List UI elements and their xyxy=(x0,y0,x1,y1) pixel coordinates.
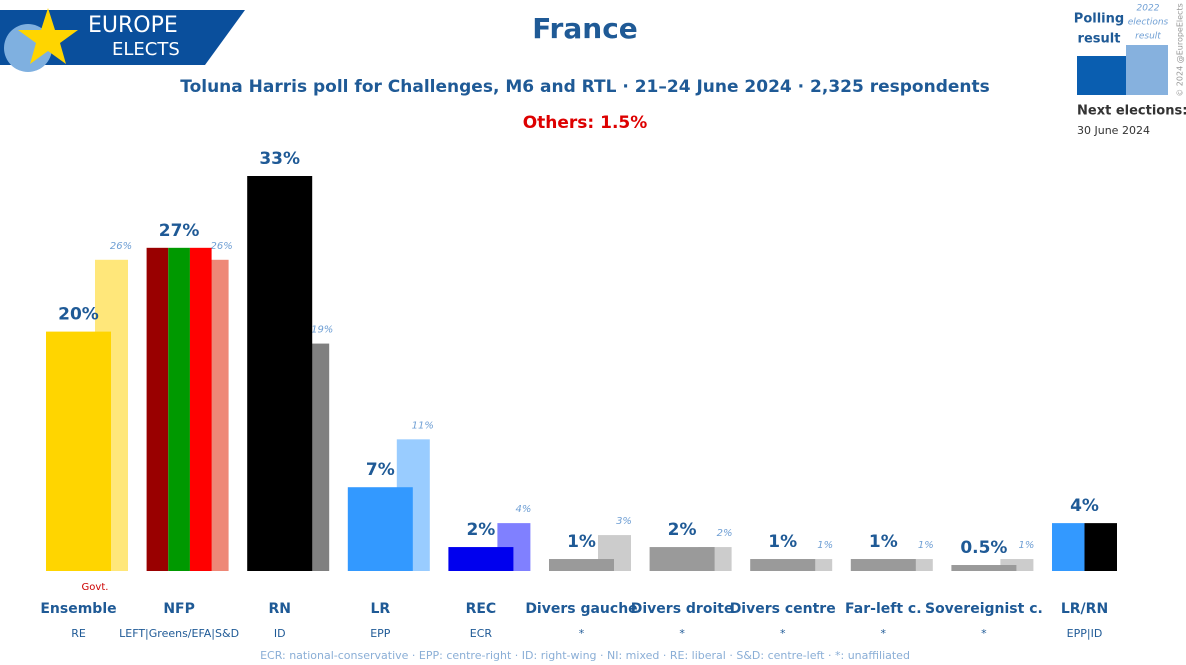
result-bar xyxy=(1000,559,1034,571)
value-label: 1% xyxy=(869,532,898,552)
bar-stripe xyxy=(951,565,1017,571)
bar-stripe xyxy=(750,559,816,571)
bar-stripe xyxy=(1084,523,1117,571)
group-label: * xyxy=(780,627,786,640)
result-label: 26% xyxy=(210,241,232,252)
polling-bar xyxy=(146,247,212,571)
bar-stripe xyxy=(1052,523,1085,571)
x-tick-label: LR xyxy=(370,601,390,617)
legend-swatch xyxy=(1077,56,1126,95)
value-label: 27% xyxy=(159,221,200,241)
bar-stripe xyxy=(247,176,313,571)
footnote: ECR: national-conservative · EPP: centre… xyxy=(260,649,910,662)
result-label: 1% xyxy=(817,540,833,551)
chart-title: France xyxy=(532,12,638,45)
value-label: 2% xyxy=(466,520,495,540)
group-label: ECR xyxy=(470,627,493,640)
polling-bar xyxy=(951,565,1017,571)
result-label: 1% xyxy=(1018,540,1034,551)
value-label: 2% xyxy=(668,520,697,540)
value-label: 1% xyxy=(768,532,797,552)
legend-swatch xyxy=(1126,45,1168,95)
legend-label: 2022 xyxy=(1137,4,1160,14)
result-label: 19% xyxy=(311,325,333,336)
x-tick-label: LR/RN xyxy=(1061,601,1108,617)
next-elections-date: 30 June 2024 xyxy=(1077,124,1150,137)
result-label: 4% xyxy=(515,504,531,515)
bar-stripe xyxy=(189,247,212,571)
x-tick-label: Sovereignist c. xyxy=(925,601,1043,617)
value-label: 33% xyxy=(259,149,300,169)
x-tick-label: Divers centre xyxy=(730,601,836,617)
result-label: 1% xyxy=(918,540,934,551)
next-elections: Next elections: xyxy=(1077,104,1186,119)
legend-label: result xyxy=(1135,32,1161,42)
bar-stripe xyxy=(46,331,111,571)
value-label: 7% xyxy=(366,460,395,480)
bar-stripe xyxy=(146,247,169,571)
bar-stripe xyxy=(168,247,190,571)
copyright: © 2024 @EuropeElects xyxy=(1176,3,1185,96)
x-tick-label: Divers droite xyxy=(631,601,734,617)
group-label: LEFT|Greens/EFA|S&D xyxy=(119,627,239,640)
group-label: * xyxy=(981,627,987,640)
polling-bar xyxy=(850,559,916,571)
bar-stripe xyxy=(850,559,916,571)
group-label: RE xyxy=(71,627,86,640)
govt-label: Govt. xyxy=(82,582,109,593)
result-bar xyxy=(899,559,933,571)
x-tick-label: Far-left c. xyxy=(845,601,921,617)
polling-bar xyxy=(549,559,614,571)
result-label: 26% xyxy=(110,241,132,252)
legend-label: elections xyxy=(1128,18,1169,28)
polling-bar xyxy=(247,176,313,571)
x-tick-label: NFP xyxy=(163,601,195,617)
group-label: * xyxy=(579,627,585,640)
bar-stripe xyxy=(448,547,514,571)
logo-star xyxy=(18,8,78,64)
result-bar xyxy=(799,559,833,571)
x-tick-label: REC xyxy=(466,601,497,617)
polling-bar xyxy=(448,547,514,571)
group-label: * xyxy=(679,627,685,640)
legend: Polling result 2022 elections result Nex… xyxy=(1074,4,1186,138)
polling-bar xyxy=(649,547,715,571)
group-label: EPP|ID xyxy=(1067,627,1103,640)
x-tick-label: RN xyxy=(268,601,291,617)
legend-label: Polling xyxy=(1074,12,1124,27)
x-tick-label: Divers gauche xyxy=(525,601,637,617)
bar-stripe xyxy=(347,487,413,571)
value-label: 1% xyxy=(567,532,596,552)
bar-stripe xyxy=(549,559,614,571)
logo-text: EUROPE xyxy=(88,13,178,38)
result-label: 3% xyxy=(616,516,632,527)
polling-bar xyxy=(1052,523,1117,571)
value-label: 4% xyxy=(1070,496,1099,516)
result-label: 11% xyxy=(412,420,434,431)
result-label: 2% xyxy=(717,528,733,539)
legend-label: result xyxy=(1078,32,1121,47)
logo-text: ELECTS xyxy=(112,39,180,60)
group-label: * xyxy=(881,627,887,640)
x-tick-label: Ensemble xyxy=(40,601,116,617)
polling-bar xyxy=(46,331,111,571)
subtitle: Toluna Harris poll for Challenges, M6 an… xyxy=(180,77,990,97)
annotation: Others: 1.5% xyxy=(523,113,648,133)
group-label: EPP xyxy=(370,627,391,640)
group-label: ID xyxy=(274,627,286,640)
polling-bar xyxy=(750,559,816,571)
polling-bar xyxy=(347,487,413,571)
logo: EUROPE ELECTS xyxy=(0,8,245,72)
value-label: 0.5% xyxy=(960,538,1007,558)
value-label: 20% xyxy=(58,305,99,325)
bar-stripe xyxy=(649,547,715,571)
